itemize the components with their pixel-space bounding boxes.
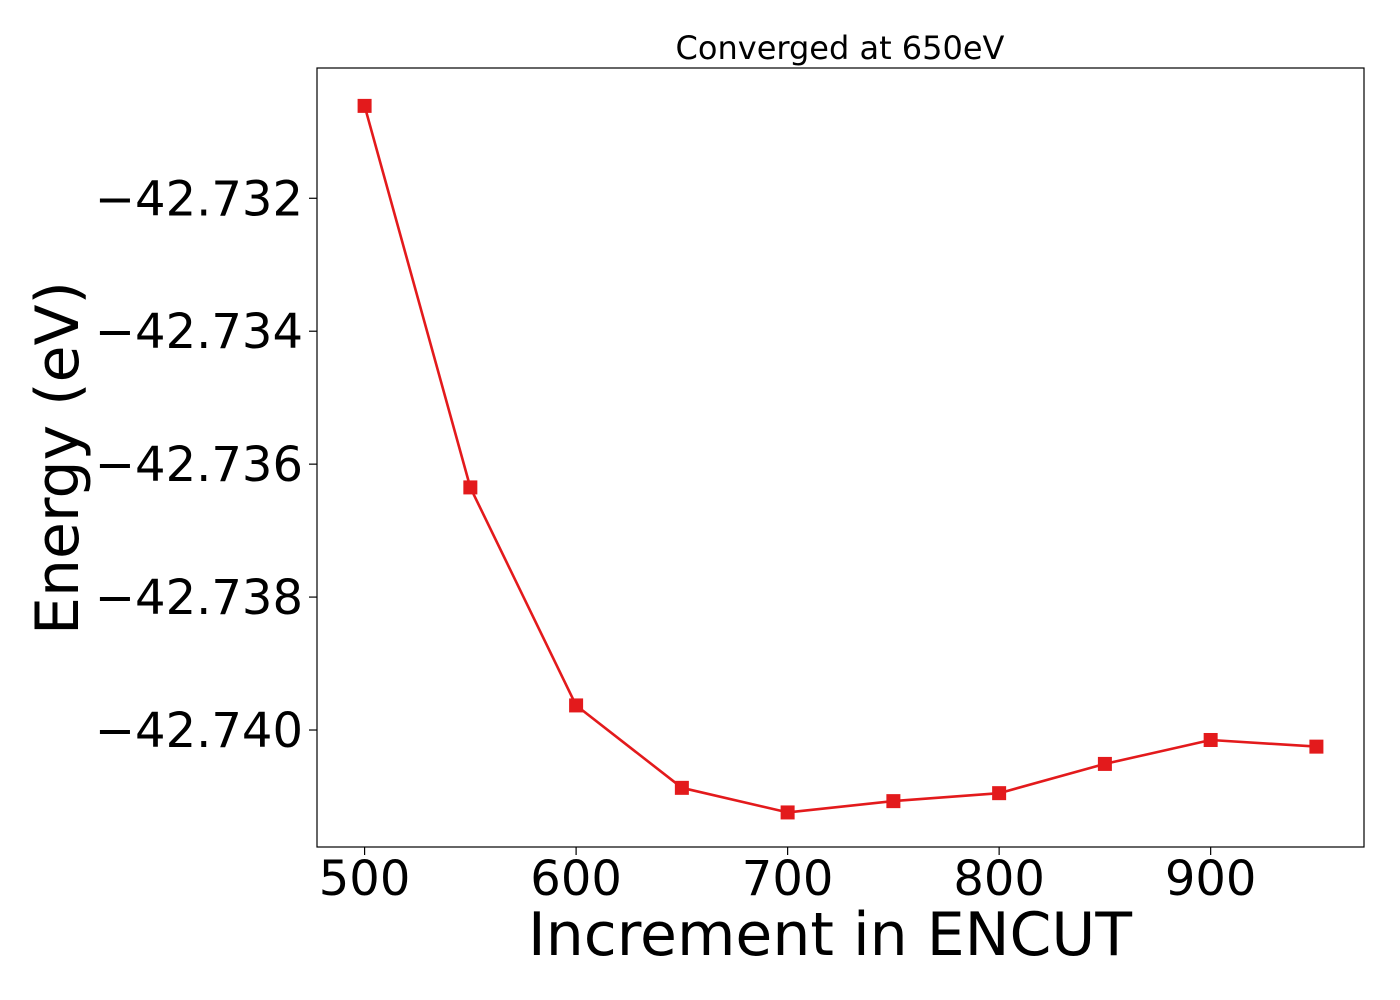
x-tick-label: 800: [953, 851, 1045, 907]
x-tick-label: 700: [742, 851, 834, 907]
data-point-marker: [886, 794, 901, 809]
chart-title: Converged at 650eV: [676, 29, 1005, 67]
series-line: [363, 105, 1317, 814]
y-tick-label: −42.734: [95, 304, 303, 360]
y-tick-label: −42.732: [95, 171, 303, 227]
data-point-marker: [569, 698, 584, 713]
x-tick-label: 600: [530, 851, 622, 907]
data-point-marker: [1309, 739, 1324, 754]
plot-area: [316, 67, 1365, 848]
data-point-marker: [1097, 756, 1112, 771]
series-layer: [357, 98, 1324, 820]
y-tick-label: −42.736: [95, 437, 303, 493]
data-point-marker: [992, 786, 1007, 801]
y-tick-label: −42.738: [95, 570, 303, 626]
y-tick-label: −42.740: [95, 703, 303, 759]
x-tick-label: 900: [1165, 851, 1257, 907]
y-axis-ticks: −42.732 −42.734 −42.736 −42.738 −42.740: [95, 171, 317, 759]
y-axis-label: Energy (eV): [23, 281, 93, 635]
x-axis-label: Increment in ENCUT: [528, 900, 1132, 970]
x-tick-label: 500: [319, 851, 411, 907]
x-axis-ticks: 500 600 700 800 900: [319, 847, 1257, 907]
data-point-marker: [1203, 732, 1218, 747]
data-point-marker: [780, 805, 795, 820]
data-point-marker: [357, 98, 372, 113]
data-point-marker: [674, 780, 689, 795]
data-point-marker: [463, 480, 478, 495]
